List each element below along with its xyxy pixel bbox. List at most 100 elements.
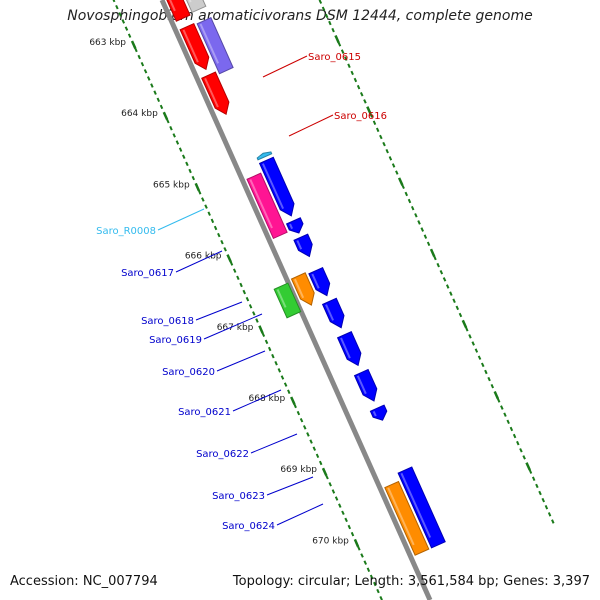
gene-label-saro_0622[interactable]: Saro_0622 xyxy=(196,433,298,460)
feature-body xyxy=(179,22,210,71)
minor-tick xyxy=(347,63,351,68)
gene-label-saro_0619[interactable]: Saro_0619 xyxy=(149,313,263,346)
blue-gene-feature[interactable] xyxy=(285,217,304,234)
orange-gene-feature[interactable] xyxy=(384,480,430,556)
minor-tick xyxy=(204,204,208,209)
minor-tick xyxy=(207,211,211,216)
minor-tick xyxy=(401,184,405,190)
minor-tick xyxy=(318,460,323,466)
feature-highlight xyxy=(372,410,377,417)
minor-tick xyxy=(357,546,361,551)
gene-label-text: Saro_0619 xyxy=(149,335,202,346)
feature-body xyxy=(308,266,331,297)
green-gene-feature[interactable] xyxy=(273,282,302,319)
gene-label-saro_0621[interactable]: Saro_0621 xyxy=(178,389,282,418)
feature-highlight xyxy=(311,273,320,289)
minor-tick xyxy=(426,241,431,247)
minor-tick xyxy=(124,26,129,31)
leader-line xyxy=(232,389,282,412)
minor-tick xyxy=(153,90,157,95)
feature-body xyxy=(336,331,362,367)
feature-highlight xyxy=(387,487,415,546)
ruler-label: 666 kbp xyxy=(185,252,222,262)
gene-label-saro_0617[interactable]: Saro_0617 xyxy=(121,250,223,279)
major-tick xyxy=(290,396,296,405)
minor-tick xyxy=(519,448,523,453)
minor-tick xyxy=(217,232,221,238)
leader-line xyxy=(195,301,243,321)
red-gene-feature[interactable] xyxy=(164,0,191,22)
gene-label-text: Saro_0616 xyxy=(334,111,387,122)
leader-line xyxy=(288,114,334,137)
purple-gene-feature[interactable] xyxy=(196,17,234,75)
minor-tick xyxy=(232,268,237,273)
leader-line xyxy=(175,250,223,273)
minor-tick xyxy=(417,220,421,225)
minor-tick xyxy=(178,147,183,152)
minor-tick xyxy=(452,298,456,303)
gray-gene-feature[interactable] xyxy=(180,0,207,14)
leader-line xyxy=(216,350,266,372)
minor-tick xyxy=(369,113,374,118)
gene-label-saro_0620[interactable]: Saro_0620 xyxy=(162,350,266,378)
minor-tick xyxy=(423,234,428,239)
major-tick xyxy=(194,182,201,192)
blue-gene-feature[interactable] xyxy=(369,404,388,421)
ruler-label: 669 kbp xyxy=(280,465,317,475)
minor-tick xyxy=(522,455,526,460)
feature-highlight xyxy=(276,289,287,308)
gene-label-saro_r0008[interactable]: Saro_R0008 xyxy=(96,208,205,237)
blue-gene-feature[interactable] xyxy=(293,233,313,258)
gene-label-saro_0616[interactable]: Saro_0616 xyxy=(288,111,387,137)
minor-tick xyxy=(528,469,533,474)
leader-line xyxy=(250,433,298,454)
gene-label-saro_0615[interactable]: Saro_0615 xyxy=(262,52,361,78)
feature-highlight xyxy=(325,304,335,321)
blue-gene-feature[interactable] xyxy=(336,331,362,367)
minor-tick xyxy=(331,489,336,494)
feature-body xyxy=(293,233,313,258)
ruler-label: 664 kbp xyxy=(121,109,158,119)
ruler-label: 667 kbp xyxy=(217,323,254,333)
minor-tick xyxy=(112,0,116,3)
minor-tick xyxy=(312,446,317,451)
minor-tick xyxy=(404,191,409,197)
gene-label-saro_0623[interactable]: Saro_0623 xyxy=(212,476,314,502)
major-tick xyxy=(397,177,404,186)
pink-gene-feature[interactable] xyxy=(246,172,288,240)
orange-gene-feature[interactable] xyxy=(290,272,315,306)
gene-label-saro_0624[interactable]: Saro_0624 xyxy=(222,503,324,532)
major-tick xyxy=(130,40,137,49)
blue-gene-feature[interactable] xyxy=(353,368,378,402)
minor-tick xyxy=(118,12,122,17)
cyan-gene-feature[interactable] xyxy=(256,151,273,161)
minor-tick xyxy=(197,190,202,195)
red-gene-feature[interactable] xyxy=(179,22,210,71)
feature-body xyxy=(196,17,234,75)
ruler-label: 663 kbp xyxy=(89,38,126,48)
minor-tick xyxy=(547,512,552,517)
red-gene-feature[interactable] xyxy=(201,71,230,116)
feature-body xyxy=(258,156,295,217)
gene-label-saro_0618[interactable]: Saro_0618 xyxy=(141,301,243,327)
minor-tick xyxy=(506,419,510,425)
major-tick xyxy=(525,462,531,471)
minor-tick xyxy=(134,47,138,53)
accession-text: Accession: NC_007794 xyxy=(10,574,158,589)
blue-gene-feature[interactable] xyxy=(308,266,331,297)
blue-gene-feature[interactable] xyxy=(258,156,295,217)
feature-highlight xyxy=(296,240,303,250)
blue-gene-feature[interactable] xyxy=(397,466,446,549)
minor-tick xyxy=(458,312,463,318)
minor-tick xyxy=(376,588,380,594)
genome-summary-text: Topology: circular; Length: 3,561,584 bp… xyxy=(232,574,590,589)
major-tick xyxy=(226,254,232,263)
minor-tick xyxy=(318,0,323,4)
feature-body xyxy=(285,217,304,234)
minor-tick xyxy=(321,6,326,12)
blue-gene-feature[interactable] xyxy=(321,297,345,329)
minor-tick xyxy=(353,77,358,83)
minor-tick xyxy=(210,218,215,224)
feature-body xyxy=(321,297,345,329)
